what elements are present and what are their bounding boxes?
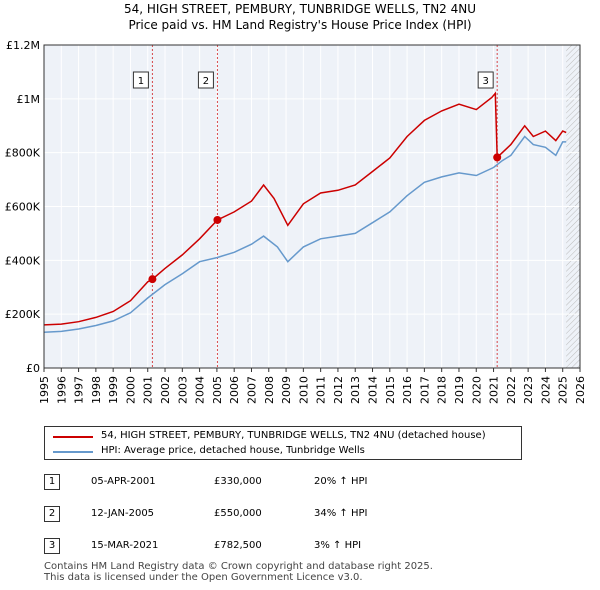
x-tick-label: 2002 bbox=[159, 376, 172, 404]
sale-date: 05-APR-2001 bbox=[91, 476, 156, 487]
legend-label-hpi: HPI: Average price, detached house, Tunb… bbox=[101, 445, 365, 456]
sale-number-badge: 2 bbox=[44, 506, 60, 522]
x-tick-label: 2006 bbox=[228, 376, 241, 404]
footer-licence: This data is licensed under the Open Gov… bbox=[44, 572, 363, 583]
x-tick-label: 2025 bbox=[557, 376, 570, 404]
sale-label-box bbox=[132, 71, 149, 89]
x-tick-label: 2000 bbox=[124, 376, 137, 404]
legend-swatch-property bbox=[53, 436, 93, 438]
x-tick-label: 2021 bbox=[488, 376, 501, 404]
sale-price: £782,500 bbox=[214, 540, 262, 551]
sale-point bbox=[493, 153, 502, 162]
x-tick-label: 2019 bbox=[453, 376, 466, 404]
sale-point bbox=[148, 275, 157, 284]
sale-row: 1 05-APR-2001 £330,000 20% ↑ HPI bbox=[44, 472, 444, 492]
x-tick-label: 2011 bbox=[315, 376, 328, 404]
x-tick-label: 2004 bbox=[194, 376, 207, 404]
chart-title-line-2: Price paid vs. HM Land Registry's House … bbox=[128, 18, 472, 32]
sale-hpi-change: 34% ↑ HPI bbox=[314, 508, 368, 519]
sale-hpi-change: 3% ↑ HPI bbox=[314, 540, 362, 551]
y-tick-label: £0 bbox=[26, 362, 40, 375]
sale-label-text: 1 bbox=[138, 76, 144, 87]
x-tick-label: 2005 bbox=[211, 376, 224, 404]
x-tick-label: 2017 bbox=[418, 376, 431, 404]
sale-label-box bbox=[197, 71, 214, 89]
y-tick-label: £600K bbox=[5, 201, 41, 214]
sale-number-badge: 1 bbox=[44, 474, 60, 490]
sale-hpi-change: 20% ↑ HPI bbox=[314, 476, 368, 487]
sale-date: 15-MAR-2021 bbox=[91, 540, 159, 551]
x-tick-label: 2003 bbox=[176, 376, 189, 404]
x-tick-label: 2024 bbox=[539, 376, 552, 404]
x-tick-label: 1998 bbox=[90, 376, 103, 404]
plot-frame bbox=[43, 44, 581, 369]
y-tick-label: £1.2M bbox=[6, 39, 40, 52]
property-series-line bbox=[43, 91, 567, 326]
y-tick-label: £1M bbox=[17, 93, 41, 106]
x-tick-label: 2022 bbox=[505, 376, 518, 404]
footer-copyright: Contains HM Land Registry data © Crown c… bbox=[44, 561, 433, 572]
x-tick-label: 1999 bbox=[107, 376, 120, 404]
x-tick-label: 1996 bbox=[55, 376, 68, 404]
sale-point bbox=[213, 215, 222, 224]
x-tick-label: 2023 bbox=[522, 376, 535, 404]
legend-swatch-hpi bbox=[53, 451, 93, 453]
x-tick-label: 2010 bbox=[297, 376, 310, 404]
sale-price: £550,000 bbox=[214, 508, 262, 519]
x-tick-label: 2018 bbox=[436, 376, 449, 404]
legend-label-property: 54, HIGH STREET, PEMBURY, TUNBRIDGE WELL… bbox=[101, 430, 486, 441]
x-tick-label: 2014 bbox=[367, 376, 380, 404]
footer: Contains HM Land Registry data © Crown c… bbox=[44, 561, 433, 583]
sale-label-text: 2 bbox=[203, 76, 209, 87]
hpi-series-line bbox=[43, 135, 567, 333]
price-chart: £0 £200K £400K £600K £800K £1M £1.2M 1995 1996 19… bbox=[5, 39, 587, 404]
legend: 54, HIGH STREET, PEMBURY, TUNBRIDGE WELL… bbox=[44, 426, 522, 460]
sale-label-box bbox=[477, 71, 494, 89]
x-tick-label: 1995 bbox=[38, 376, 51, 404]
sale-price: £330,000 bbox=[214, 476, 262, 487]
x-tick-label: 2009 bbox=[280, 376, 293, 404]
sale-row: 3 15-MAR-2021 £782,500 3% ↑ HPI bbox=[44, 536, 444, 556]
x-tick-label: 2012 bbox=[332, 376, 345, 404]
sale-label-text: 3 bbox=[482, 76, 488, 87]
y-tick-label: £200K bbox=[5, 308, 41, 321]
sale-row: 2 12-JAN-2005 £550,000 34% ↑ HPI bbox=[44, 504, 444, 524]
x-tick-label: 2013 bbox=[349, 376, 362, 404]
sale-number-badge: 3 bbox=[44, 538, 60, 554]
x-tick-label: 2007 bbox=[245, 376, 258, 404]
x-tick-label: 2001 bbox=[142, 376, 155, 404]
y-tick-label: £400K bbox=[5, 254, 41, 267]
x-tick-label: 2026 bbox=[574, 376, 587, 404]
sale-date: 12-JAN-2005 bbox=[91, 508, 155, 519]
chart-title-line-1: 54, HIGH STREET, PEMBURY, TUNBRIDGE WELL… bbox=[123, 2, 477, 16]
y-tick-label: £800K bbox=[5, 147, 41, 160]
x-tick-label: 2016 bbox=[401, 376, 414, 404]
x-tick-label: 2020 bbox=[470, 376, 483, 404]
x-tick-label: 2008 bbox=[263, 376, 276, 404]
x-tick-label: 2015 bbox=[384, 376, 397, 404]
x-tick-label: 1997 bbox=[73, 376, 86, 404]
